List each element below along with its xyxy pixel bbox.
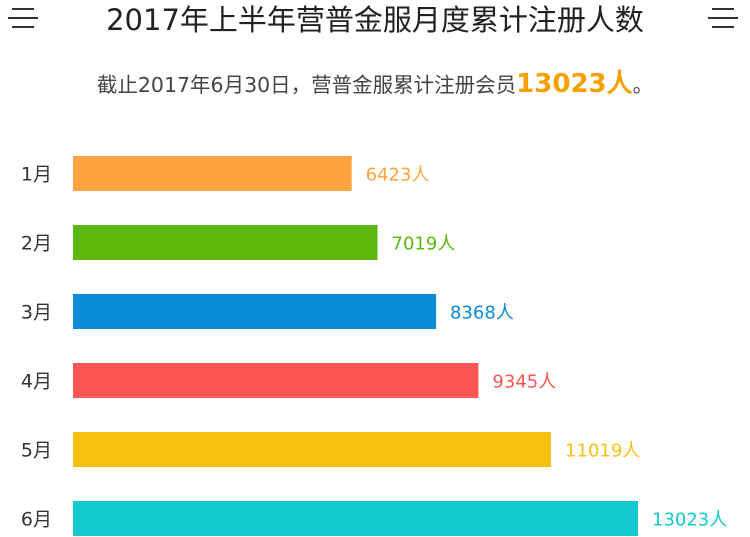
bar [73,501,638,536]
menu-lines-icon [708,8,742,28]
menu-lines-icon [8,8,42,28]
value-label: 9345人 [492,372,556,393]
bar [73,294,437,329]
subtitle-end: 。 [632,73,654,97]
title-row: 2017年上半年营普金服月度累计注册人数 [0,0,750,40]
bar [73,363,479,398]
category-label: 5月 [21,440,52,462]
category-label: 3月 [21,302,52,324]
bar [73,225,378,260]
value-label: 8368人 [450,303,514,324]
subtitle: 截止2017年6月30日，营普金服累计注册会员13023人。 [0,66,750,103]
total-members-highlight: 13023人 [516,69,633,99]
category-label: 4月 [21,371,52,393]
category-label: 6月 [21,509,52,531]
bar [73,432,552,467]
registration-bar-chart: 1月 6423人 2月 7019人 3月 8368人 4月 9345人 5月 11019人 6月 13… [21,156,727,536]
value-label: 6423人 [366,165,430,186]
value-label: 7019人 [392,234,456,255]
page-title: 2017年上半年营普金服月度累计注册人数 [106,3,644,37]
category-label: 1月 [21,164,52,186]
category-label: 2月 [21,233,52,255]
bar [73,156,352,191]
value-label: 11019人 [565,441,640,462]
subtitle-text: 截止2017年6月30日，营普金服累计注册会员 [96,73,517,97]
value-label: 13023人 [652,510,727,531]
